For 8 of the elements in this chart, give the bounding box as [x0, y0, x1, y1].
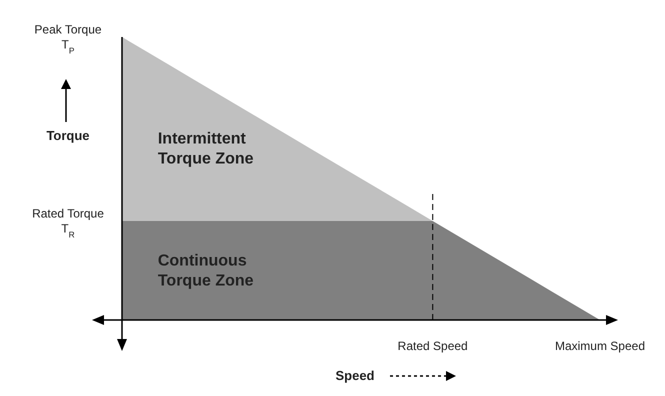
series-label: Continuous Torque Zone: [158, 252, 254, 290]
x-tick-label: Rated Speed: [398, 339, 468, 353]
annotation: Rated Torque T$_{R}$: [32, 206, 104, 240]
series-label: Intermittent Torque Zone: [158, 130, 254, 168]
annotation: Peak Torque T$_{P}$: [34, 22, 102, 56]
y-axis-title: Torque: [46, 128, 90, 143]
x-tick-label: Maximum Speed: [554, 339, 646, 353]
x-axis-title: Speed: [335, 368, 375, 383]
